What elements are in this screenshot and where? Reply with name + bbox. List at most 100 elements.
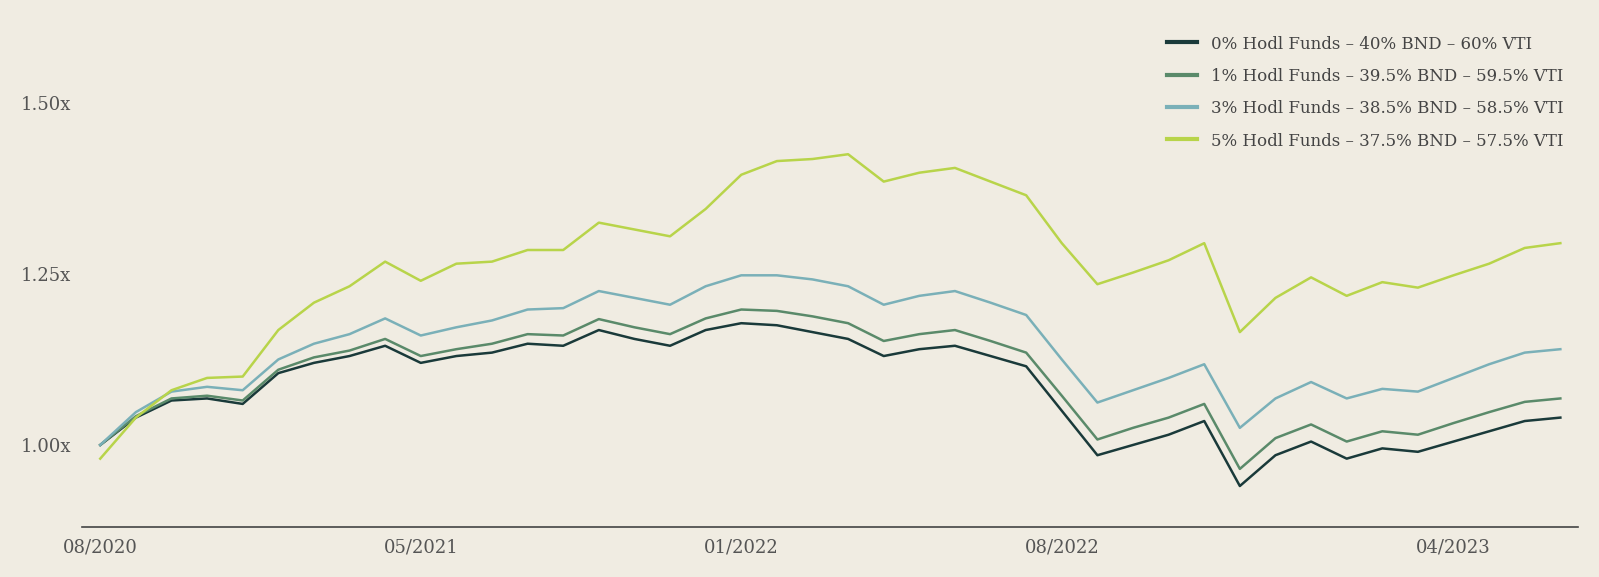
1% Hodl Funds – 39.5% BND – 59.5% VTI: [483, 340, 502, 347]
0% Hodl Funds – 40% BND – 60% VTI: [1194, 418, 1214, 425]
1% Hodl Funds – 39.5% BND – 59.5% VTI: [1087, 436, 1107, 443]
1% Hodl Funds – 39.5% BND – 59.5% VTI: [1194, 400, 1214, 407]
3% Hodl Funds – 38.5% BND – 58.5% VTI: [161, 388, 181, 395]
0% Hodl Funds – 40% BND – 60% VTI: [803, 329, 822, 336]
1% Hodl Funds – 39.5% BND – 59.5% VTI: [1017, 349, 1036, 356]
1% Hodl Funds – 39.5% BND – 59.5% VTI: [1337, 438, 1356, 445]
1% Hodl Funds – 39.5% BND – 59.5% VTI: [1479, 409, 1498, 415]
3% Hodl Funds – 38.5% BND – 58.5% VTI: [483, 317, 502, 324]
3% Hodl Funds – 38.5% BND – 58.5% VTI: [1444, 374, 1463, 381]
3% Hodl Funds – 38.5% BND – 58.5% VTI: [233, 387, 253, 394]
1% Hodl Funds – 39.5% BND – 59.5% VTI: [411, 353, 430, 359]
5% Hodl Funds – 37.5% BND – 57.5% VTI: [483, 258, 502, 265]
5% Hodl Funds – 37.5% BND – 57.5% VTI: [1479, 260, 1498, 267]
3% Hodl Funds – 38.5% BND – 58.5% VTI: [696, 283, 715, 290]
Line: 5% Hodl Funds – 37.5% BND – 57.5% VTI: 5% Hodl Funds – 37.5% BND – 57.5% VTI: [101, 154, 1561, 459]
0% Hodl Funds – 40% BND – 60% VTI: [483, 349, 502, 356]
5% Hodl Funds – 37.5% BND – 57.5% VTI: [945, 164, 964, 171]
5% Hodl Funds – 37.5% BND – 57.5% VTI: [1409, 284, 1428, 291]
0% Hodl Funds – 40% BND – 60% VTI: [1017, 363, 1036, 370]
3% Hodl Funds – 38.5% BND – 58.5% VTI: [660, 301, 680, 308]
0% Hodl Funds – 40% BND – 60% VTI: [341, 353, 360, 359]
5% Hodl Funds – 37.5% BND – 57.5% VTI: [1194, 239, 1214, 246]
5% Hodl Funds – 37.5% BND – 57.5% VTI: [1159, 257, 1178, 264]
0% Hodl Funds – 40% BND – 60% VTI: [1337, 455, 1356, 462]
3% Hodl Funds – 38.5% BND – 58.5% VTI: [1372, 385, 1391, 392]
0% Hodl Funds – 40% BND – 60% VTI: [1159, 431, 1178, 438]
3% Hodl Funds – 38.5% BND – 58.5% VTI: [588, 287, 608, 294]
0% Hodl Funds – 40% BND – 60% VTI: [518, 340, 537, 347]
1% Hodl Funds – 39.5% BND – 59.5% VTI: [838, 320, 857, 327]
0% Hodl Funds – 40% BND – 60% VTI: [1551, 414, 1570, 421]
1% Hodl Funds – 39.5% BND – 59.5% VTI: [1516, 398, 1535, 405]
3% Hodl Funds – 38.5% BND – 58.5% VTI: [768, 272, 787, 279]
1% Hodl Funds – 39.5% BND – 59.5% VTI: [768, 308, 787, 314]
1% Hodl Funds – 39.5% BND – 59.5% VTI: [1302, 421, 1321, 428]
5% Hodl Funds – 37.5% BND – 57.5% VTI: [910, 169, 929, 176]
0% Hodl Funds – 40% BND – 60% VTI: [945, 342, 964, 349]
0% Hodl Funds – 40% BND – 60% VTI: [198, 395, 217, 402]
3% Hodl Funds – 38.5% BND – 58.5% VTI: [1230, 425, 1249, 432]
3% Hodl Funds – 38.5% BND – 58.5% VTI: [803, 276, 822, 283]
Line: 1% Hodl Funds – 39.5% BND – 59.5% VTI: 1% Hodl Funds – 39.5% BND – 59.5% VTI: [101, 309, 1561, 469]
5% Hodl Funds – 37.5% BND – 57.5% VTI: [446, 260, 465, 267]
3% Hodl Funds – 38.5% BND – 58.5% VTI: [1551, 346, 1570, 353]
3% Hodl Funds – 38.5% BND – 58.5% VTI: [1052, 356, 1071, 363]
0% Hodl Funds – 40% BND – 60% VTI: [269, 370, 288, 377]
5% Hodl Funds – 37.5% BND – 57.5% VTI: [1337, 293, 1356, 299]
1% Hodl Funds – 39.5% BND – 59.5% VTI: [1124, 425, 1143, 432]
5% Hodl Funds – 37.5% BND – 57.5% VTI: [1551, 239, 1570, 246]
1% Hodl Funds – 39.5% BND – 59.5% VTI: [269, 366, 288, 373]
3% Hodl Funds – 38.5% BND – 58.5% VTI: [945, 287, 964, 294]
0% Hodl Funds – 40% BND – 60% VTI: [768, 322, 787, 329]
5% Hodl Funds – 37.5% BND – 57.5% VTI: [696, 205, 715, 212]
0% Hodl Funds – 40% BND – 60% VTI: [126, 414, 146, 421]
5% Hodl Funds – 37.5% BND – 57.5% VTI: [732, 171, 752, 178]
1% Hodl Funds – 39.5% BND – 59.5% VTI: [696, 315, 715, 322]
0% Hodl Funds – 40% BND – 60% VTI: [588, 327, 608, 334]
0% Hodl Funds – 40% BND – 60% VTI: [1124, 441, 1143, 448]
0% Hodl Funds – 40% BND – 60% VTI: [625, 335, 644, 342]
1% Hodl Funds – 39.5% BND – 59.5% VTI: [1409, 431, 1428, 438]
5% Hodl Funds – 37.5% BND – 57.5% VTI: [1444, 272, 1463, 279]
0% Hodl Funds – 40% BND – 60% VTI: [1372, 445, 1391, 452]
1% Hodl Funds – 39.5% BND – 59.5% VTI: [553, 332, 572, 339]
5% Hodl Funds – 37.5% BND – 57.5% VTI: [875, 178, 894, 185]
5% Hodl Funds – 37.5% BND – 57.5% VTI: [161, 387, 181, 394]
1% Hodl Funds – 39.5% BND – 59.5% VTI: [910, 331, 929, 338]
Line: 0% Hodl Funds – 40% BND – 60% VTI: 0% Hodl Funds – 40% BND – 60% VTI: [101, 323, 1561, 486]
3% Hodl Funds – 38.5% BND – 58.5% VTI: [1017, 312, 1036, 319]
5% Hodl Funds – 37.5% BND – 57.5% VTI: [376, 258, 395, 265]
5% Hodl Funds – 37.5% BND – 57.5% VTI: [768, 158, 787, 164]
0% Hodl Funds – 40% BND – 60% VTI: [980, 353, 999, 359]
5% Hodl Funds – 37.5% BND – 57.5% VTI: [233, 373, 253, 380]
0% Hodl Funds – 40% BND – 60% VTI: [1479, 428, 1498, 434]
3% Hodl Funds – 38.5% BND – 58.5% VTI: [91, 441, 110, 448]
3% Hodl Funds – 38.5% BND – 58.5% VTI: [1194, 361, 1214, 368]
3% Hodl Funds – 38.5% BND – 58.5% VTI: [1302, 379, 1321, 385]
5% Hodl Funds – 37.5% BND – 57.5% VTI: [1302, 274, 1321, 281]
5% Hodl Funds – 37.5% BND – 57.5% VTI: [1017, 192, 1036, 198]
3% Hodl Funds – 38.5% BND – 58.5% VTI: [269, 356, 288, 363]
3% Hodl Funds – 38.5% BND – 58.5% VTI: [732, 272, 752, 279]
0% Hodl Funds – 40% BND – 60% VTI: [1266, 452, 1286, 459]
5% Hodl Funds – 37.5% BND – 57.5% VTI: [588, 219, 608, 226]
0% Hodl Funds – 40% BND – 60% VTI: [838, 335, 857, 342]
3% Hodl Funds – 38.5% BND – 58.5% VTI: [1479, 361, 1498, 368]
3% Hodl Funds – 38.5% BND – 58.5% VTI: [1087, 399, 1107, 406]
3% Hodl Funds – 38.5% BND – 58.5% VTI: [376, 315, 395, 322]
1% Hodl Funds – 39.5% BND – 59.5% VTI: [732, 306, 752, 313]
5% Hodl Funds – 37.5% BND – 57.5% VTI: [304, 299, 323, 306]
5% Hodl Funds – 37.5% BND – 57.5% VTI: [1052, 239, 1071, 246]
3% Hodl Funds – 38.5% BND – 58.5% VTI: [1337, 395, 1356, 402]
5% Hodl Funds – 37.5% BND – 57.5% VTI: [269, 327, 288, 334]
1% Hodl Funds – 39.5% BND – 59.5% VTI: [1444, 419, 1463, 426]
0% Hodl Funds – 40% BND – 60% VTI: [553, 342, 572, 349]
1% Hodl Funds – 39.5% BND – 59.5% VTI: [233, 397, 253, 404]
1% Hodl Funds – 39.5% BND – 59.5% VTI: [945, 327, 964, 334]
3% Hodl Funds – 38.5% BND – 58.5% VTI: [198, 383, 217, 390]
1% Hodl Funds – 39.5% BND – 59.5% VTI: [1230, 466, 1249, 473]
3% Hodl Funds – 38.5% BND – 58.5% VTI: [1159, 374, 1178, 381]
3% Hodl Funds – 38.5% BND – 58.5% VTI: [625, 294, 644, 301]
1% Hodl Funds – 39.5% BND – 59.5% VTI: [660, 331, 680, 338]
